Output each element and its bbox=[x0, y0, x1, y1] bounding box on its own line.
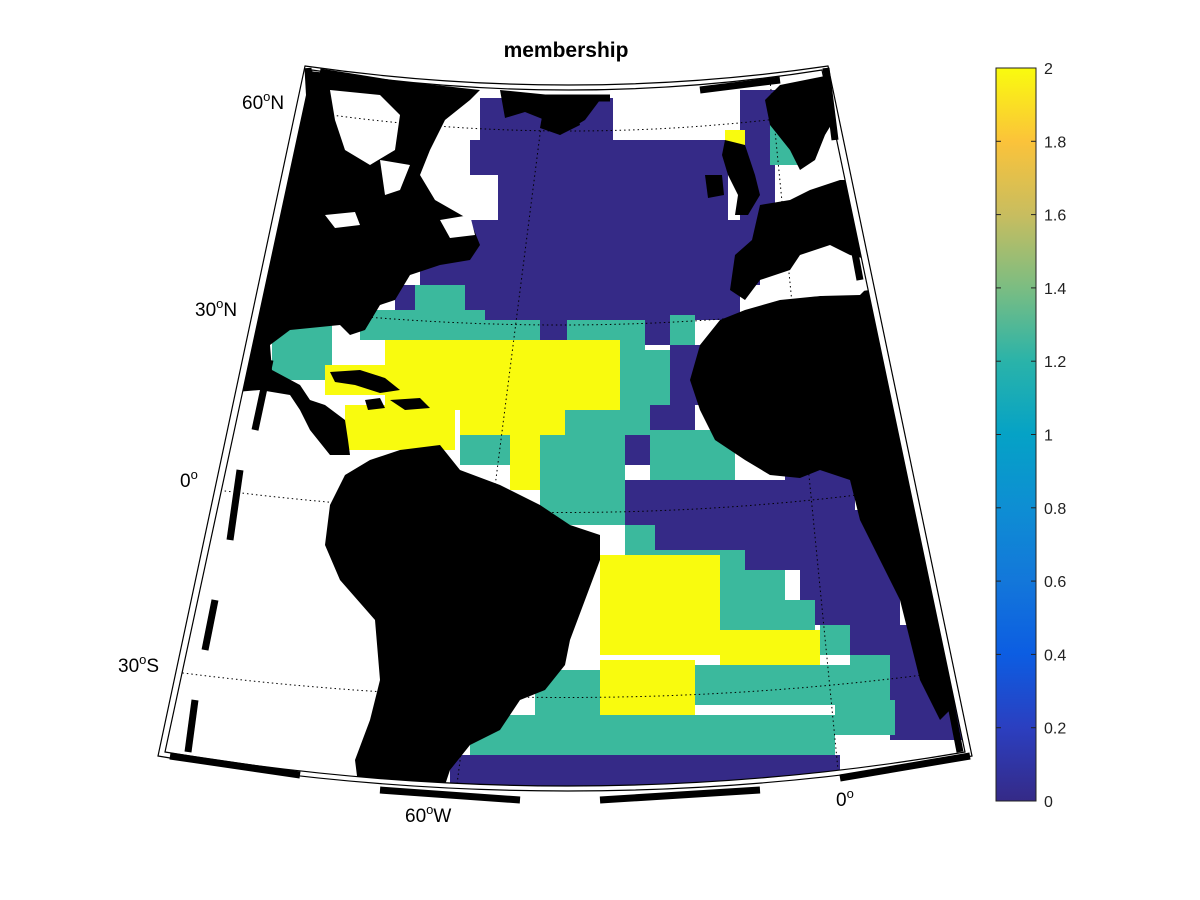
graticule-line bbox=[309, 111, 831, 132]
land-europe bbox=[730, 180, 870, 300]
membership-cell bbox=[670, 315, 695, 345]
membership-cell bbox=[470, 140, 498, 175]
membership-cell bbox=[695, 665, 890, 705]
frame-tick bbox=[201, 599, 219, 651]
frame-tick bbox=[946, 699, 964, 753]
graticule-line bbox=[165, 669, 961, 698]
membership-cell bbox=[645, 320, 670, 345]
graticule-line bbox=[214, 299, 886, 326]
frame-tick bbox=[921, 598, 944, 652]
membership-cell bbox=[655, 525, 745, 550]
membership-cell bbox=[620, 350, 670, 405]
frame-tick bbox=[699, 76, 781, 94]
colorbar-tick-label: 1.4 bbox=[1044, 281, 1066, 298]
membership-cells bbox=[272, 90, 965, 786]
frame-tick bbox=[599, 786, 761, 804]
membership-cell bbox=[745, 525, 805, 570]
lat-label-60n: 60oN bbox=[242, 89, 284, 114]
membership-cell bbox=[625, 480, 800, 525]
colorbar-gradient bbox=[995, 67, 1037, 802]
membership-cell bbox=[625, 435, 650, 465]
colorbar-tick-label: 1 bbox=[1044, 428, 1053, 445]
membership-cell bbox=[498, 140, 728, 220]
membership-cell bbox=[360, 310, 485, 340]
frame-tick bbox=[169, 752, 301, 779]
land-british-isles bbox=[722, 140, 760, 215]
frame-tick bbox=[286, 199, 310, 291]
colorbar-ticks: 0 0.2 0.4 0.6 0.8 1 1.2 1.4 1.6 1.8 2 bbox=[996, 61, 1066, 811]
colorbar-tick-label: 1.6 bbox=[1044, 208, 1066, 225]
frame-tick bbox=[319, 68, 421, 92]
land-south-america bbox=[325, 445, 600, 786]
land-caribbean bbox=[330, 370, 400, 393]
membership-cell bbox=[540, 435, 565, 475]
frame-tick bbox=[841, 199, 864, 281]
frame-tick bbox=[871, 349, 894, 421]
colorbar-tick-label: 2 bbox=[1044, 61, 1053, 78]
frame-tick bbox=[226, 469, 244, 541]
membership-cell bbox=[820, 625, 850, 655]
lat-label-30s: 30oS bbox=[118, 652, 159, 677]
colorbar-tick-label: 0 bbox=[1044, 794, 1053, 811]
membership-cell bbox=[450, 755, 840, 786]
colorbar-tick-label: 0.8 bbox=[1044, 501, 1066, 518]
frame-tick bbox=[184, 699, 199, 753]
membership-cell bbox=[470, 715, 835, 755]
frame-tick bbox=[251, 359, 274, 431]
colorbar-tick-label: 1.8 bbox=[1044, 134, 1066, 151]
membership-cell bbox=[470, 220, 760, 285]
colorbar-tick-label: 0.6 bbox=[1044, 574, 1066, 591]
frame-tick bbox=[839, 752, 971, 782]
graticule bbox=[165, 79, 961, 786]
membership-cell bbox=[600, 555, 720, 655]
membership-cell bbox=[465, 285, 740, 320]
colorbar-tick-label: 0.4 bbox=[1044, 647, 1066, 664]
membership-cell bbox=[510, 435, 540, 490]
lon-labels: 60oW 0o bbox=[405, 786, 854, 827]
membership-cell bbox=[835, 700, 895, 735]
lon-label-60w: 60oW bbox=[405, 802, 451, 827]
membership-cell bbox=[600, 660, 695, 715]
membership-cell bbox=[460, 410, 565, 435]
lat-label-0: 0o bbox=[180, 467, 198, 492]
frame-tick bbox=[822, 67, 839, 141]
frame-tick bbox=[379, 786, 521, 804]
membership-cell bbox=[498, 180, 518, 215]
colorbar-tick-label: 0.2 bbox=[1044, 721, 1066, 738]
membership-cell bbox=[720, 630, 820, 665]
membership-cell bbox=[625, 525, 655, 550]
colorbar: 0 0.2 0.4 0.6 0.8 1 1.2 1.4 1.6 1.8 2 bbox=[995, 61, 1066, 811]
graticule-line bbox=[769, 79, 841, 786]
map-area bbox=[165, 70, 965, 786]
chart-title: membership bbox=[504, 39, 629, 62]
membership-cell bbox=[565, 435, 625, 470]
land-scandinavia bbox=[765, 75, 840, 170]
land-iceland bbox=[540, 100, 580, 135]
membership-cell bbox=[385, 340, 620, 410]
membership-cell bbox=[460, 435, 510, 465]
colorbar-tick-label: 1.2 bbox=[1044, 354, 1066, 371]
graticule-line bbox=[454, 94, 546, 786]
lat-labels: 60oN 30oN 0o 30oS bbox=[118, 89, 284, 677]
graticule-line bbox=[179, 484, 931, 513]
frame-tick bbox=[304, 67, 316, 141]
frame-tick bbox=[896, 469, 919, 541]
map-frame bbox=[157, 65, 973, 804]
lon-label-0: 0o bbox=[836, 786, 854, 811]
lat-label-30n: 30oN bbox=[195, 296, 237, 321]
membership-cell bbox=[345, 405, 455, 450]
